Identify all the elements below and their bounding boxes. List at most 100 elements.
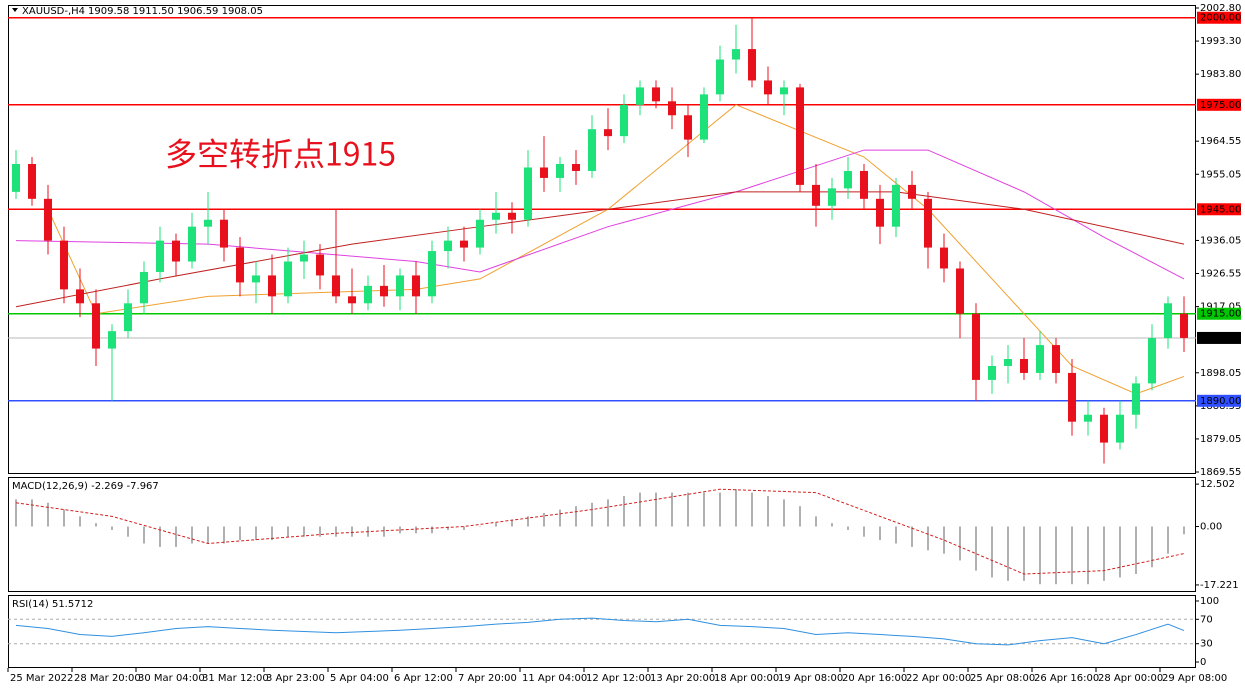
y-tick-label: 1898.05 xyxy=(1200,368,1241,379)
candle-body xyxy=(332,275,340,297)
x-tick-label: 6 Apr 12:00 xyxy=(394,673,453,684)
candle-body xyxy=(652,87,660,102)
candle-body xyxy=(572,164,580,171)
y-tick-label: 1964.55 xyxy=(1200,136,1241,147)
macd-bar xyxy=(319,526,321,537)
candle-body xyxy=(108,331,116,349)
x-tick-label: 13 Apr 20:00 xyxy=(650,673,715,684)
x-tick-label: 11 Apr 04:00 xyxy=(522,673,587,684)
y-tick-label: 1869.55 xyxy=(1200,467,1241,478)
x-tick-label: 25 Apr 08:00 xyxy=(970,673,1035,684)
candle-body xyxy=(28,164,36,199)
macd-bar xyxy=(735,489,737,527)
macd-bar xyxy=(1071,526,1073,585)
x-tick-label: 25 Mar 2022 xyxy=(10,673,73,684)
candle-body xyxy=(1068,372,1076,422)
macd-bar xyxy=(447,526,449,530)
candle-body xyxy=(1036,345,1044,373)
x-tick-label: 19 Apr 08:00 xyxy=(778,673,843,684)
candle-body xyxy=(732,49,740,60)
level-label: 1915.00 xyxy=(1200,309,1241,320)
price-label: 1908.05 xyxy=(1200,333,1241,344)
level-label: 1945.00 xyxy=(1200,204,1241,215)
macd-bar xyxy=(47,502,49,527)
macd-bar xyxy=(911,526,913,547)
moving-average xyxy=(15,191,1185,308)
candle-body xyxy=(892,184,900,227)
candle-body xyxy=(1164,303,1172,339)
x-tick-label: 22 Apr 00:00 xyxy=(906,673,971,684)
candle-body xyxy=(796,87,804,185)
macd-bar xyxy=(895,526,897,544)
candle-body xyxy=(140,271,148,304)
panel-title: RSI(14) 51.5712 xyxy=(12,599,93,610)
macd-panel xyxy=(8,477,1196,592)
macd-bar xyxy=(511,519,513,527)
candle-body xyxy=(76,289,84,304)
candle-body xyxy=(556,164,564,178)
candle-body xyxy=(412,275,420,297)
candle-body xyxy=(620,104,628,137)
x-tick-label: 5 Apr 04:00 xyxy=(330,673,389,684)
macd-bar xyxy=(1087,526,1089,585)
symbol: XAUUSD-,H4 xyxy=(22,6,85,17)
candle-body xyxy=(540,167,548,178)
macd-bar xyxy=(959,526,961,561)
menu-arrow[interactable] xyxy=(12,8,18,12)
candle-body xyxy=(524,167,532,220)
candle-body xyxy=(92,303,100,349)
candle-body xyxy=(380,285,388,297)
candle-body xyxy=(1180,313,1188,338)
macd-bar xyxy=(495,523,497,527)
candle-body xyxy=(828,188,836,206)
candle-body xyxy=(876,198,884,227)
rsi-panel xyxy=(8,595,1196,668)
y-tick-label: 100 xyxy=(1200,596,1219,607)
macd-bar xyxy=(1007,526,1009,581)
macd-bar xyxy=(1103,526,1105,581)
panel-title: MACD(12,26,9) -2.269 -7.967 xyxy=(12,481,159,492)
x-tick-label: 28 Mar 20:00 xyxy=(74,673,141,684)
y-tick-label: 0.00 xyxy=(1200,522,1222,533)
candle-body xyxy=(764,80,772,95)
candle-body xyxy=(1004,359,1012,366)
level-tag xyxy=(1197,203,1241,216)
macd-bar xyxy=(127,526,129,537)
y-tick-label: 70 xyxy=(1200,614,1213,625)
candle-body xyxy=(1052,345,1060,373)
candle-body xyxy=(44,198,52,241)
y-tick-label: 12.502 xyxy=(1200,479,1235,490)
x-tick-label: 20 Apr 16:00 xyxy=(842,673,907,684)
candle-body xyxy=(1132,383,1140,415)
candle-body xyxy=(444,240,452,252)
macd-bar xyxy=(1167,526,1169,554)
macd-bar xyxy=(831,523,833,527)
macd-bar xyxy=(927,526,929,551)
candle-body xyxy=(684,115,692,140)
macd-bar xyxy=(1023,526,1025,581)
macd-bar xyxy=(63,509,65,527)
macd-bar xyxy=(399,526,401,534)
candle-body xyxy=(188,226,196,262)
candle-body xyxy=(316,254,324,276)
candle-body xyxy=(940,247,948,269)
candle-body xyxy=(780,87,788,95)
macd-bar xyxy=(607,499,609,527)
macd-bar xyxy=(527,516,529,527)
macd-bar xyxy=(287,526,289,537)
macd-bar xyxy=(207,526,209,544)
candle-body xyxy=(604,129,612,137)
candle-body xyxy=(700,94,708,140)
candle-body xyxy=(396,275,404,297)
macd-bar xyxy=(431,526,433,534)
macd-bar xyxy=(879,526,881,541)
candle-body xyxy=(812,184,820,206)
candle-body xyxy=(60,240,68,290)
macd-bar xyxy=(623,495,625,527)
candle-body xyxy=(348,296,356,304)
candle-body xyxy=(252,275,260,283)
candle-body xyxy=(972,313,980,380)
annotation: 多空转折点1915 xyxy=(165,130,396,176)
candle-body xyxy=(492,212,500,220)
macd-bar xyxy=(1183,526,1185,535)
